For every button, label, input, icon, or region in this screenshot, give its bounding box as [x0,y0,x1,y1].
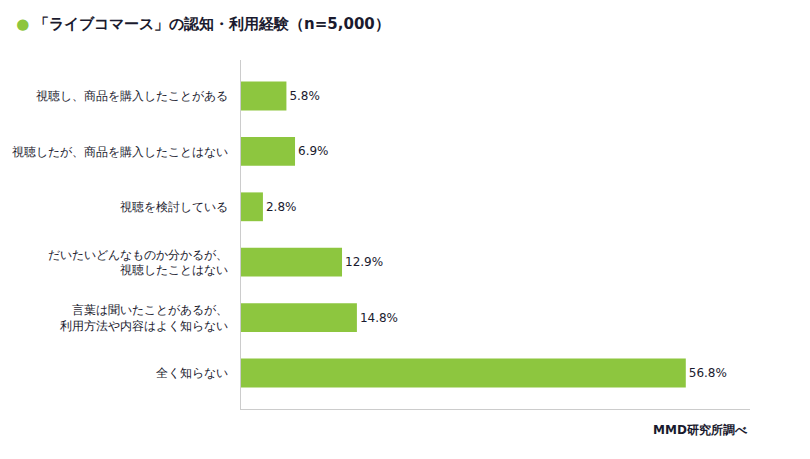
svg-text:12.9%: 12.9% [345,255,383,269]
svg-text:56.8%: 56.8% [689,366,727,380]
svg-text:6.9%: 6.9% [298,144,329,158]
svg-text:2.8%: 2.8% [266,200,297,214]
svg-text:5.8%: 5.8% [289,89,320,103]
svg-text:MMD研究所調べ: MMD研究所調べ [653,423,748,437]
svg-text:視聴を検討している: 視聴を検討している [120,200,228,214]
svg-text:14.8%: 14.8% [360,311,398,325]
svg-text:だいたいどんなものか分かるが、視聴したことはない: だいたいどんなものか分かるが、視聴したことはない [48,248,228,278]
svg-text:● 「ライブコマース」の認知・利用経験（n=5,000）: ● 「ライブコマース」の認知・利用経験（n=5,000） [16,15,390,33]
svg-text:視聴し、商品を購入したことがある: 視聴し、商品を購入したことがある [36,89,228,103]
svg-text:視聴したが、商品を購入したことはない: 視聴したが、商品を購入したことはない [12,145,228,159]
svg-text:言葉は聞いたことがあるが、利用方法や内容はよく知らない: 言葉は聞いたことがあるが、利用方法や内容はよく知らない [60,303,228,333]
svg-text:全く知らない: 全く知らない [156,366,228,380]
